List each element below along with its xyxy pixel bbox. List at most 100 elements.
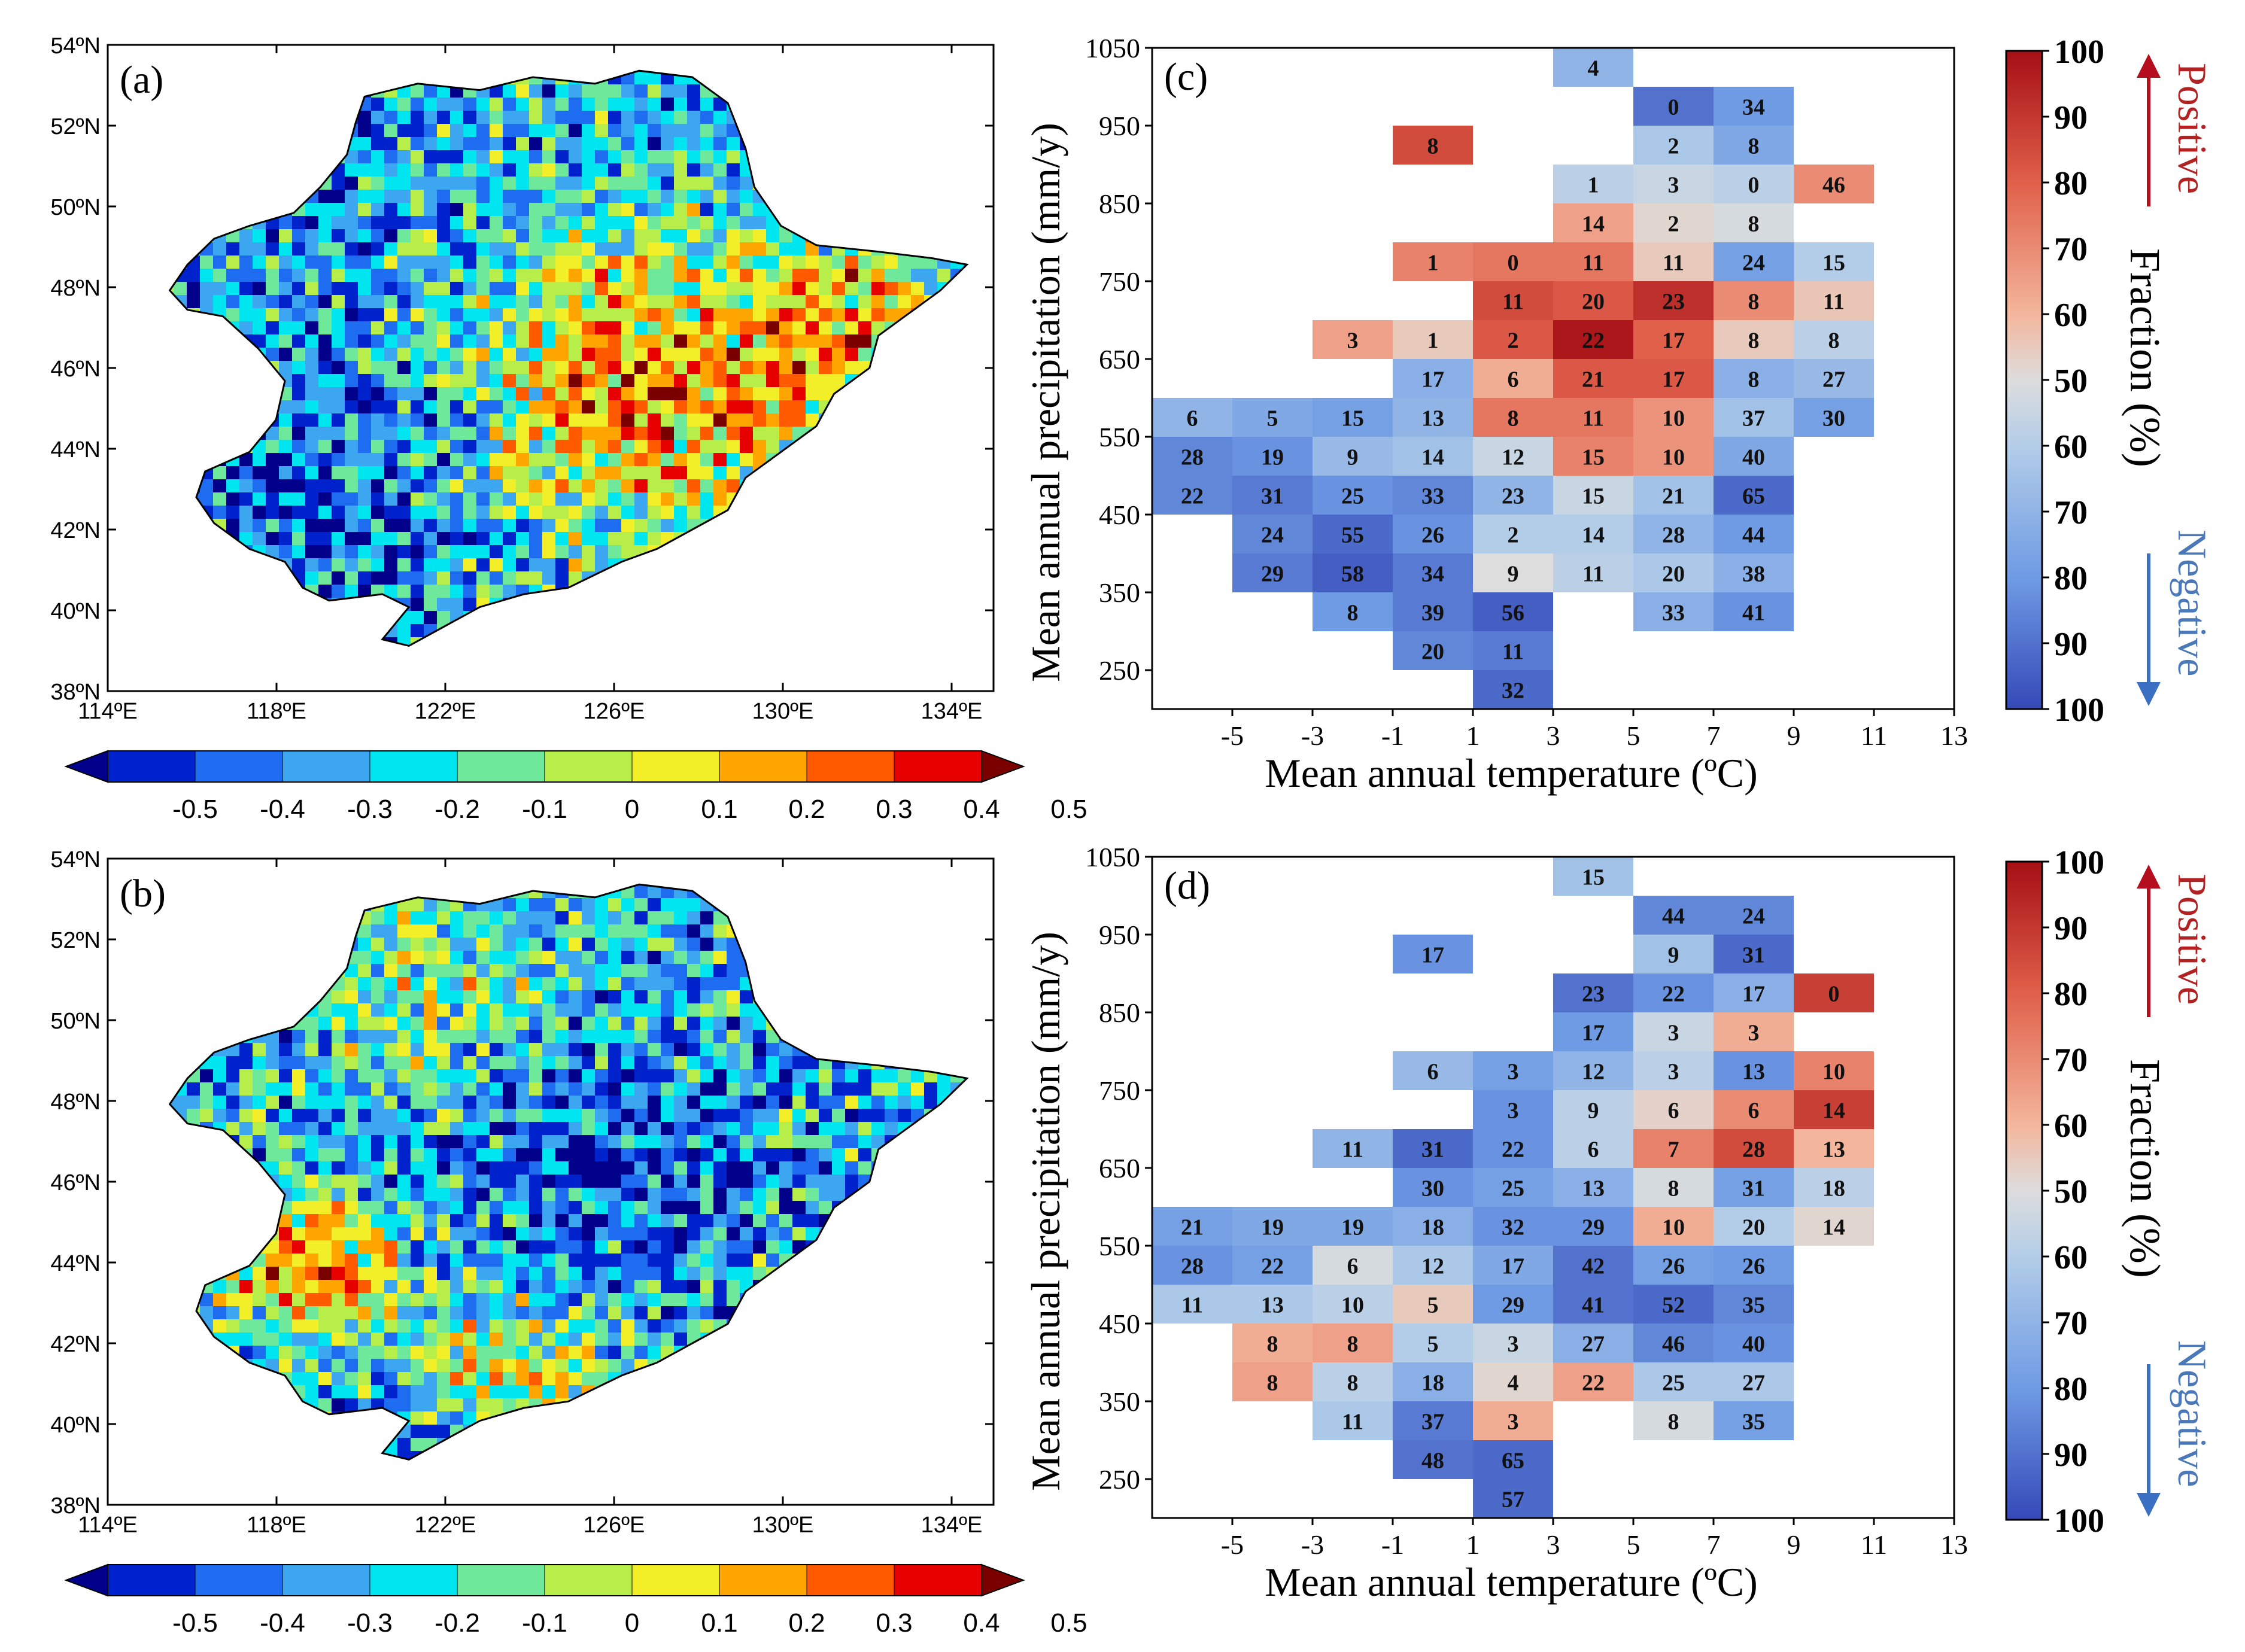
cell-count-label: 11: [1502, 290, 1524, 315]
cell-count-label: 2: [1508, 328, 1519, 354]
cell-count-label: 3: [1668, 1021, 1679, 1046]
fraction-tick-label: 70: [2054, 1042, 2088, 1079]
cell-count-label: 6: [1668, 1099, 1679, 1124]
x-tick-label: 5: [1627, 1529, 1641, 1560]
heatmap-cell: [1473, 1479, 1553, 1518]
x-tick-label: -1: [1381, 1529, 1404, 1560]
cell-count-label: 2: [1508, 523, 1519, 548]
heatmap-cell: [1393, 1246, 1473, 1285]
heatmap-cell: [1313, 1285, 1393, 1324]
heatmap-cell: [1633, 165, 1714, 203]
cell-count-label: 38: [1742, 562, 1765, 587]
cell-count-label: 0: [1748, 173, 1760, 198]
heatmap-cell: [1553, 1012, 1633, 1051]
y-tick-label: 550: [1099, 1231, 1140, 1261]
cell-count-label: 24: [1742, 904, 1765, 929]
negative-label: Negative: [2170, 1340, 2215, 1487]
heatmap-cell: [1633, 935, 1714, 973]
cell-count-label: 25: [1502, 1176, 1524, 1201]
heatmap-cell: [1473, 437, 1553, 476]
heatmap-cell: [1714, 398, 1794, 437]
fraction-tick-label: 100: [2054, 1502, 2104, 1540]
cell-count-label: 2: [1668, 134, 1679, 159]
cell-count-label: 22: [1181, 484, 1204, 509]
heatmap-cell: [1633, 1129, 1714, 1168]
cell-count-label: 20: [1582, 290, 1605, 315]
positive-label: Positive: [2170, 874, 2215, 1005]
heatmap-cell: [1473, 1285, 1553, 1324]
cell-count-label: 23: [1662, 290, 1685, 315]
heatmap-cell: [1393, 631, 1473, 670]
y-tick-label: 350: [1099, 577, 1140, 608]
fraction-tick-label: 60: [2054, 297, 2088, 334]
fraction-colorbar-d: 100 90 80 70 60 50 60 70 80 90 100 Positive Fraction…: [2005, 844, 2215, 1540]
lat-tick-label: 50ºN: [50, 1009, 101, 1034]
cell-count-label: 14: [1582, 212, 1605, 237]
cell-count-label: 15: [1582, 445, 1605, 470]
cell-count-label: 19: [1261, 445, 1284, 470]
heatmap-cell: [1553, 165, 1633, 203]
fraction-tick-label: 80: [2054, 1371, 2088, 1408]
x-tick-label: -5: [1221, 720, 1244, 751]
cell-count-label: 9: [1508, 562, 1519, 587]
cell-count-label: 21: [1582, 367, 1605, 393]
heatmap-cell: [1714, 592, 1794, 631]
cell-count-label: 21: [1662, 484, 1685, 509]
heatmap-cell: [1553, 1285, 1633, 1324]
lon-tick-label: 114ºE: [78, 1513, 138, 1538]
map-panel-a: 54ºN 52ºN 50ºN 48ºN 46ºN 44ºN 42ºN 40ºN 38ºN114º…: [50, 34, 1087, 824]
cell-count-label: 17: [1582, 1021, 1605, 1046]
colorbar-tick-label: 0: [625, 1608, 639, 1638]
lon-tick-label: 122ºE: [415, 1513, 476, 1538]
x-tick-label: 1: [1466, 1529, 1480, 1560]
y-axis-label: Mean annual precipitation (mm/y): [1023, 123, 1068, 682]
cell-count-label: 11: [1582, 406, 1604, 431]
cell-count-label: 8: [1427, 134, 1439, 159]
heatmap-cell: [1633, 973, 1714, 1012]
cell-count-label: 12: [1582, 1060, 1605, 1085]
heatmap-cell: [1232, 515, 1313, 553]
heatmap-cell: [1633, 281, 1714, 320]
colorbar-tick-label: 0.5: [1050, 795, 1087, 824]
lat-tick-label: 50ºN: [50, 195, 101, 220]
heatmap-cell: [1633, 1168, 1714, 1207]
heatmap-cell: [1633, 242, 1714, 281]
heatmap-cell: [1714, 165, 1794, 203]
map-colorbar: -0.5 -0.4 -0.3 -0.2 -0.1 0 0.1 0.2 0.3 0.4 0.5: [64, 1563, 1087, 1638]
y-tick-label: 950: [1099, 111, 1140, 141]
cell-count-label: 23: [1502, 484, 1524, 509]
heatmap-cell: [1473, 1090, 1553, 1129]
cell-count-label: 0: [1668, 95, 1679, 120]
heatmap-cell: [1313, 1324, 1393, 1362]
heatmap-cell: [1714, 476, 1794, 515]
heatmap-cell: [1473, 1168, 1553, 1207]
cell-count-label: 8: [1508, 406, 1519, 431]
map-colorbar: -0.5 -0.4 -0.3 -0.2 -0.1 0 0.1 0.2 0.3 0.4 0.5: [64, 750, 1087, 824]
y-tick-label: 850: [1099, 188, 1140, 219]
heatmap-cell: [1232, 1207, 1313, 1246]
heatmap-cell: [1313, 476, 1393, 515]
heatmap-cell: [1393, 1362, 1473, 1401]
heatmap-cell: [1473, 631, 1553, 670]
heatmap-cell: [1313, 1207, 1393, 1246]
heatmap-cell: [1633, 476, 1714, 515]
cell-count-label: 15: [1582, 484, 1605, 509]
heatmap-cell: [1232, 1285, 1313, 1324]
heatmap-cell: [1232, 476, 1313, 515]
fraction-tick-label: 90: [2054, 910, 2088, 947]
cell-count-label: 22: [1261, 1254, 1284, 1279]
panel-label: (d): [1164, 864, 1210, 908]
fraction-tick-label: 80: [2054, 165, 2088, 202]
y-tick-label: 750: [1099, 1075, 1140, 1106]
cell-count-label: 25: [1341, 484, 1364, 509]
cell-count-label: 8: [1267, 1371, 1278, 1396]
cell-count-label: 26: [1742, 1254, 1765, 1279]
heatmap-cell: [1714, 242, 1794, 281]
heatmap-cell: [1473, 281, 1553, 320]
colorbar-tick-label: -0.5: [172, 795, 218, 824]
cell-count-label: 11: [1181, 1293, 1203, 1318]
lat-tick-label: 52ºN: [50, 928, 101, 953]
x-tick-label: 7: [1707, 1529, 1721, 1560]
cell-count-label: 18: [1421, 1215, 1444, 1240]
